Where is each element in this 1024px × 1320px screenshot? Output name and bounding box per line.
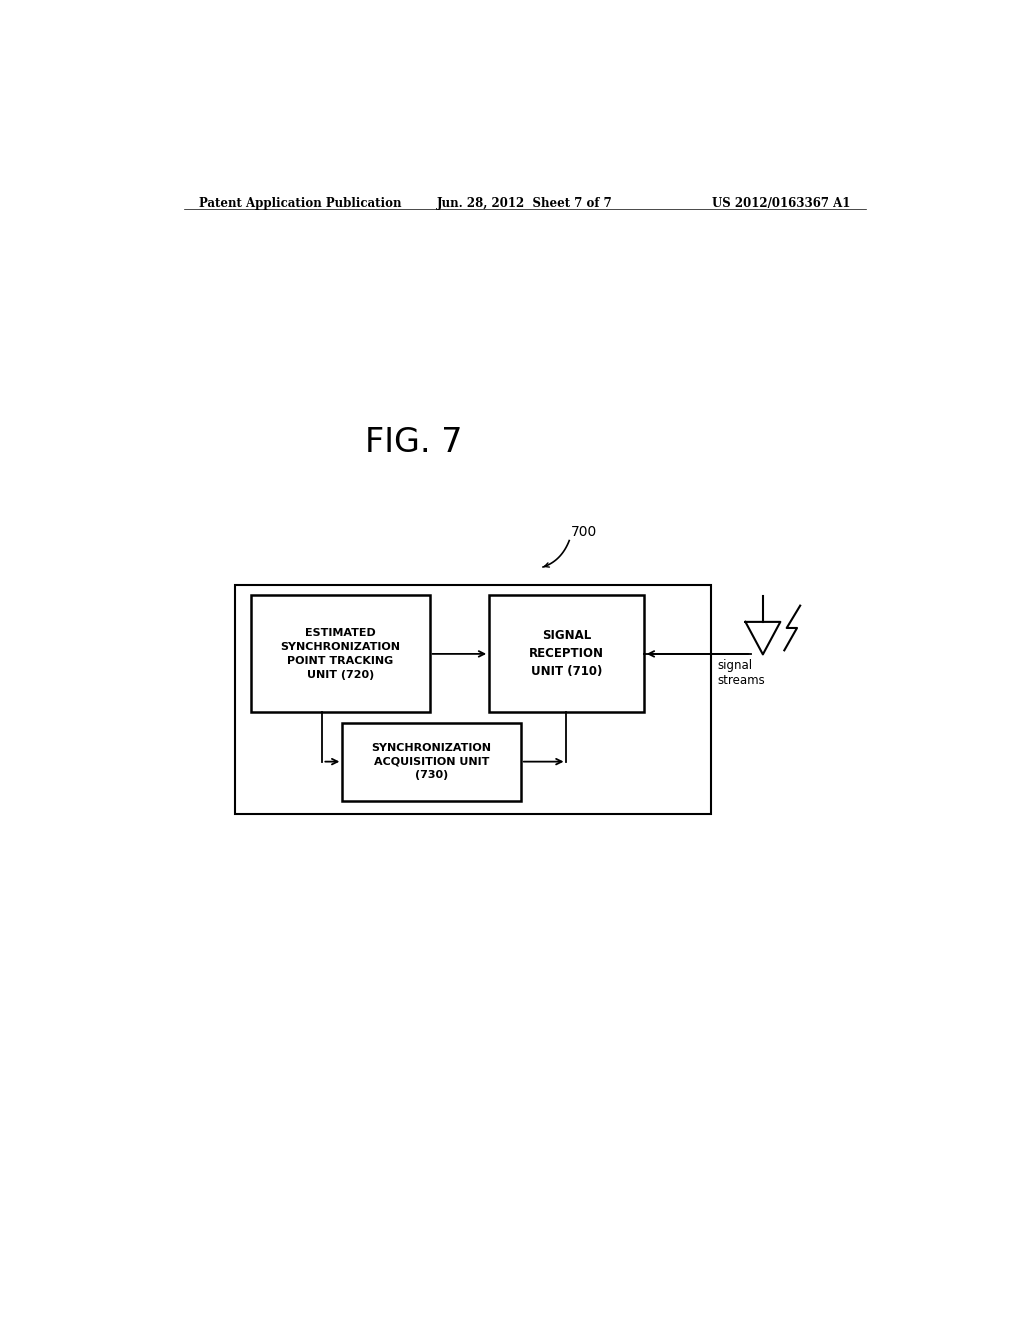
Text: SYNCHRONIZATION
ACQUISITION UNIT
(730): SYNCHRONIZATION ACQUISITION UNIT (730) [372, 743, 492, 780]
Bar [489, 595, 644, 713]
Text: US 2012/0163367 A1: US 2012/0163367 A1 [712, 197, 850, 210]
Text: ESTIMATED
SYNCHRONIZATION
POINT TRACKING
UNIT (720): ESTIMATED SYNCHRONIZATION POINT TRACKING… [281, 628, 400, 680]
Bar [251, 595, 430, 713]
Text: signal
streams: signal streams [718, 659, 765, 686]
Text: 700: 700 [570, 524, 597, 539]
Text: Jun. 28, 2012  Sheet 7 of 7: Jun. 28, 2012 Sheet 7 of 7 [437, 197, 612, 210]
Text: FIG. 7: FIG. 7 [365, 426, 463, 459]
Text: Patent Application Publication: Patent Application Publication [200, 197, 402, 210]
Bar [236, 585, 712, 814]
Bar [342, 722, 521, 801]
Text: SIGNAL
RECEPTION
UNIT (710): SIGNAL RECEPTION UNIT (710) [529, 630, 604, 678]
